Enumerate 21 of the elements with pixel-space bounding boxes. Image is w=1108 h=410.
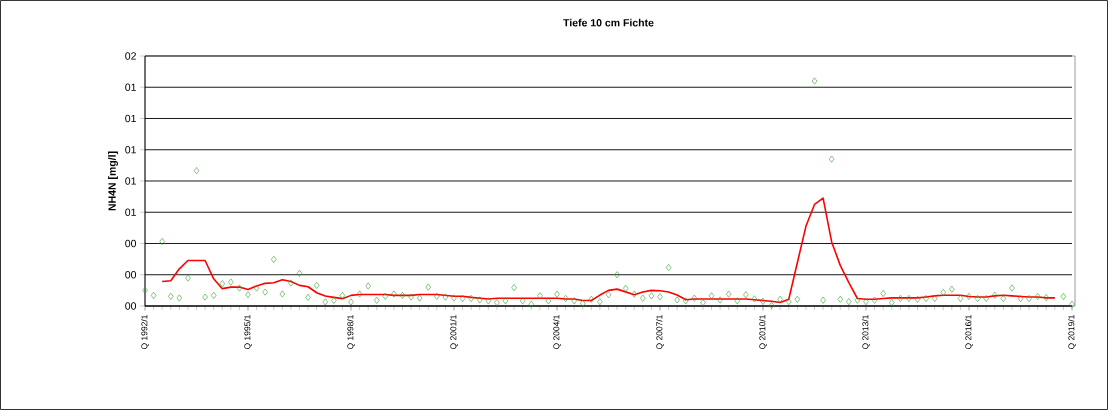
x-tick-label: Q 2010/1 xyxy=(759,314,767,350)
x-tick-label: Q 2007/1 xyxy=(656,314,664,350)
x-tick-label: Q 1992/1 xyxy=(141,314,149,350)
chart-title: Tiefe 10 cm Fichte xyxy=(563,18,654,27)
y-tick-label: 01 xyxy=(125,208,136,216)
y-tick-label: 00 xyxy=(125,239,137,248)
y-tick-label: 01 xyxy=(125,146,136,154)
y-tick-label: 01 xyxy=(125,83,136,91)
y-tick-label: 01 xyxy=(125,114,136,123)
y-tick-label: 00 xyxy=(125,271,137,279)
y-tick-label: 00 xyxy=(125,302,137,310)
x-tick-label: Q 1998/1 xyxy=(347,314,355,350)
x-tick-label: Q 2016/1 xyxy=(965,314,973,350)
x-tick-label: Q 2004/1 xyxy=(553,314,561,350)
x-tick-label: Q 2019/1 xyxy=(1068,314,1076,350)
y-tick-label: 02 xyxy=(125,52,136,60)
y-tick-label: 01 xyxy=(125,177,136,185)
x-tick-label: Q 2013/1 xyxy=(862,314,870,350)
y-axis-title: NH4N [mg/l] xyxy=(108,151,118,211)
x-tick-label: Q 1995/1 xyxy=(244,314,252,350)
x-tick-label: Q 2001/1 xyxy=(450,314,458,350)
